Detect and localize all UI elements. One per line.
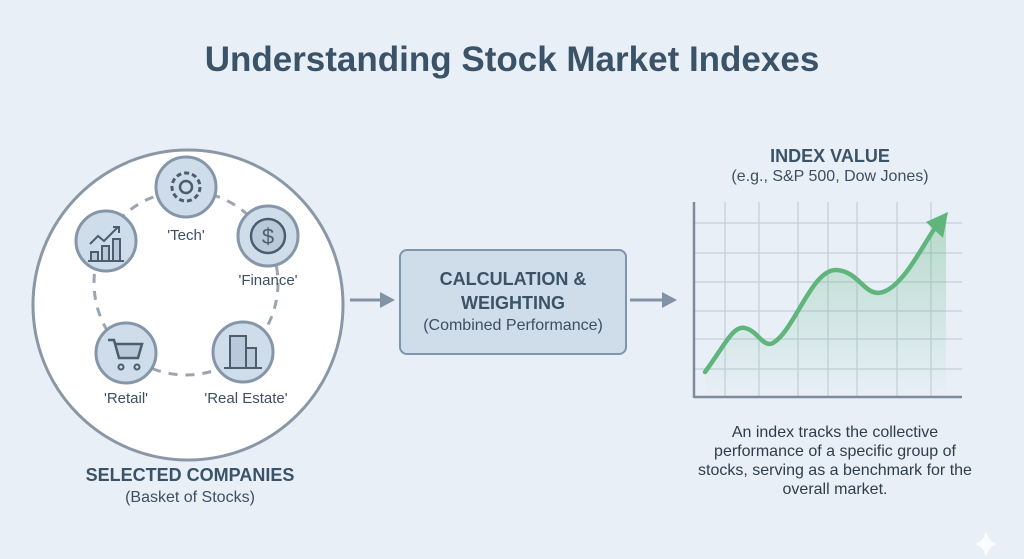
index-heading: INDEX VALUE xyxy=(770,146,890,166)
svg-text:$: $ xyxy=(262,224,274,249)
index-area xyxy=(705,222,946,397)
dollar-icon: $ xyxy=(236,204,300,268)
calculation-heading-2: WEIGHTING xyxy=(461,293,565,313)
sector-label-real-estate: 'Real Estate' xyxy=(204,390,288,407)
sparkle-icon xyxy=(974,530,998,558)
growth-chart-icon xyxy=(74,209,138,273)
arrow-to-index xyxy=(630,292,677,308)
index-line xyxy=(702,221,941,375)
basket-heading: SELECTED COMPANIES xyxy=(85,465,295,485)
sector-label-finance: 'Finance' xyxy=(238,272,298,289)
page-title: Understanding Stock Market Indexes xyxy=(204,40,820,79)
basket-subheading: (Basket of Stocks) xyxy=(125,489,255,506)
sector-label-tech: 'Tech' xyxy=(167,227,205,244)
arrow-to-calculation xyxy=(350,292,395,308)
calculation-subheading: (Combined Performance) xyxy=(423,317,603,334)
index-arrowhead xyxy=(926,212,948,238)
calculation-heading-1: CALCULATION & xyxy=(439,269,587,289)
sector-label-retail: 'Retail' xyxy=(103,390,149,407)
gear-icon xyxy=(154,155,218,219)
index-chart xyxy=(692,202,962,399)
index-subheading: (e.g., S&P 500, Dow Jones) xyxy=(731,168,929,185)
calculation-box: CALCULATION & WEIGHTING (Combined Perfor… xyxy=(399,249,627,355)
index-description: An index tracks the collective performan… xyxy=(698,424,972,498)
shopping-cart-icon xyxy=(94,321,158,385)
building-icon xyxy=(211,320,275,384)
